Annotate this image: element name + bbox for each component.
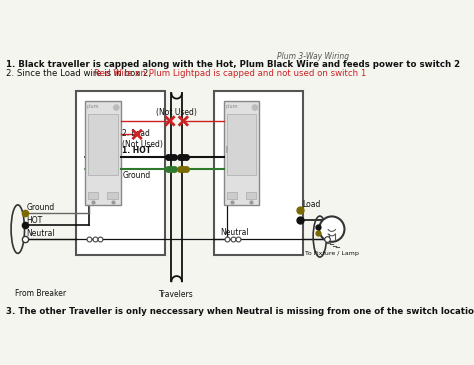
Text: Neutral: Neutral	[27, 229, 55, 238]
Text: 2. Load
(Not Used): 2. Load (Not Used)	[122, 129, 163, 149]
Bar	[214, 91, 303, 255]
Text: (Not Used): (Not Used)	[156, 108, 197, 117]
Text: 3. The other Traveller is only neccessary when Neutral is missing from one of th: 3. The other Traveller is only neccessar…	[6, 307, 474, 316]
Text: Travelers: Travelers	[159, 289, 194, 299]
Text: Red Wire on Plum Lightpad is capped and not used on switch 1: Red Wire on Plum Lightpad is capped and …	[94, 69, 366, 78]
Text: Plum 3-Way Wiring: Plum 3-Way Wiring	[277, 52, 349, 61]
Bar	[85, 101, 121, 205]
Circle shape	[319, 216, 345, 242]
Bar	[224, 101, 259, 205]
Text: plum: plum	[86, 104, 99, 109]
Text: plum: plum	[225, 104, 237, 109]
Text: To Fixture / Lamp: To Fixture / Lamp	[305, 251, 359, 256]
Circle shape	[252, 105, 257, 110]
Bar	[107, 192, 118, 199]
Text: 2. Since the Load wire is in box 2,: 2. Since the Load wire is in box 2,	[6, 69, 154, 78]
Text: From Breaker: From Breaker	[15, 289, 66, 298]
Text: HOT: HOT	[27, 216, 43, 224]
Circle shape	[114, 105, 119, 110]
Text: Load: Load	[302, 200, 320, 209]
Bar	[88, 114, 118, 176]
Text: Ground: Ground	[27, 203, 55, 212]
Bar	[227, 114, 256, 176]
Text: Neutral: Neutral	[220, 227, 248, 237]
Bar	[88, 192, 98, 199]
Text: HOT: HOT	[225, 146, 241, 155]
Bar	[246, 192, 256, 199]
Text: Ground: Ground	[122, 171, 150, 180]
Bar	[76, 91, 165, 255]
Text: 1. HOT: 1. HOT	[122, 146, 151, 155]
Text: 1. Black traveller is capped along with the Hot, Plum Black Wire and feeds power: 1. Black traveller is capped along with …	[6, 60, 460, 69]
Bar	[227, 192, 237, 199]
